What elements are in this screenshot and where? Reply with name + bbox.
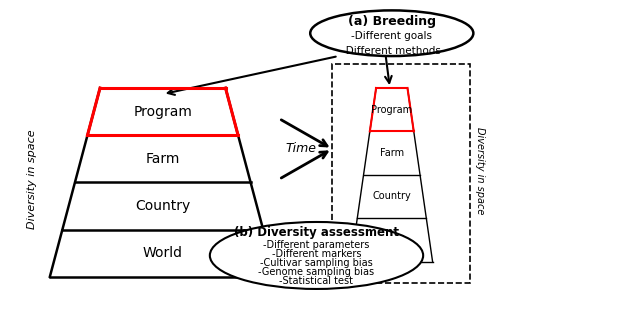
- Ellipse shape: [210, 222, 423, 289]
- Text: Diversity in space: Diversity in space: [475, 126, 485, 214]
- Text: Program: Program: [134, 104, 192, 119]
- Text: Country: Country: [372, 192, 411, 202]
- Ellipse shape: [310, 11, 473, 56]
- Polygon shape: [351, 88, 432, 262]
- Polygon shape: [50, 88, 276, 277]
- Text: Program: Program: [371, 105, 412, 115]
- Text: Farm: Farm: [146, 152, 180, 166]
- Text: World: World: [378, 235, 406, 245]
- Text: -Different goals: -Different goals: [351, 31, 432, 41]
- Text: Diversity in space: Diversity in space: [27, 130, 37, 229]
- Text: (a) Breeding: (a) Breeding: [348, 15, 436, 28]
- Text: Country: Country: [135, 199, 191, 213]
- Text: Time: Time: [285, 142, 316, 155]
- Text: (b) Diversity assessment: (b) Diversity assessment: [234, 226, 399, 239]
- Text: -Statistical test: -Statistical test: [280, 276, 353, 286]
- Text: Farm: Farm: [380, 148, 404, 158]
- Text: -Different methods: -Different methods: [342, 46, 441, 56]
- Text: -Cultivar sampling bias: -Cultivar sampling bias: [260, 258, 373, 268]
- Text: -Different parameters: -Different parameters: [263, 240, 370, 250]
- Text: -Different markers: -Different markers: [272, 249, 361, 259]
- Text: -Genome sampling bias: -Genome sampling bias: [258, 267, 375, 277]
- Bar: [332, 64, 470, 283]
- Text: World: World: [143, 246, 183, 260]
